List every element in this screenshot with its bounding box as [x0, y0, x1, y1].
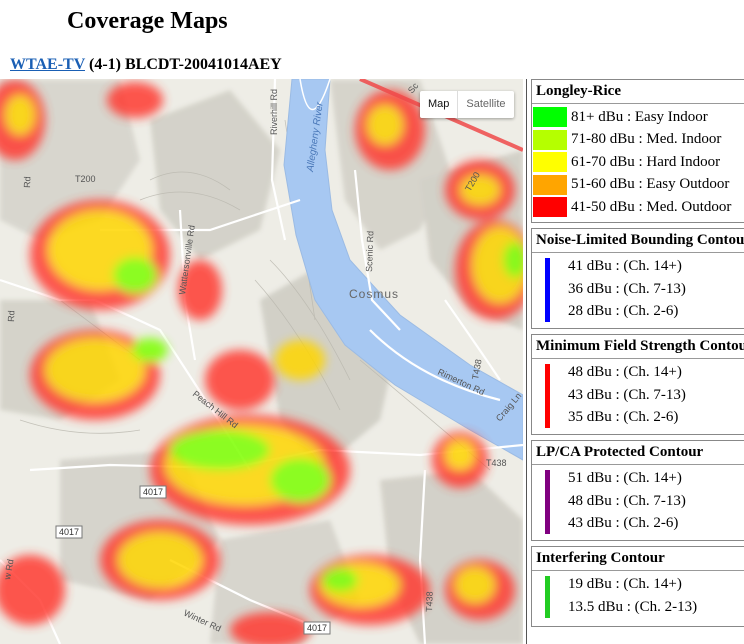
color-swatch: [533, 174, 567, 195]
interfering-title: Interfering Contour: [532, 547, 744, 571]
coverage-map[interactable]: Allegheny River Cosmus Riverhill Rd T200…: [0, 79, 523, 644]
map-button[interactable]: Map: [428, 98, 450, 110]
contour-row: 41 dBu : (Ch. 14+): [568, 258, 682, 275]
label-rd-2: Rd: [22, 176, 32, 188]
map-canvas: Allegheny River Cosmus Riverhill Rd T200…: [0, 79, 523, 644]
longley-rice-label: 51-60 dBu : Easy Outdoor: [571, 176, 730, 193]
longley-rice-row: 61-70 dBu : Hard Indoor: [532, 151, 744, 174]
longley-rice-title: Longley-Rice: [532, 80, 744, 104]
callsign-link[interactable]: WTAE-TV: [10, 56, 85, 73]
longley-rice-label: 71-80 dBu : Med. Indoor: [571, 131, 722, 148]
longley-rice-row: 51-60 dBu : Easy Outdoor: [532, 174, 744, 197]
label-rd-1: Rd: [6, 310, 16, 322]
record-id: BLCDT-20041014AEY: [124, 56, 282, 73]
page-title: Coverage Maps: [67, 8, 228, 34]
route-4017-a: 4017: [143, 487, 163, 497]
label-t200-a: T200: [75, 174, 96, 184]
lpca-legend: LP/CA Protected Contour 51 dBu : (Ch. 14…: [531, 439, 744, 541]
divider: [526, 79, 527, 644]
interfering-legend: Interfering Contour 19 dBu : (Ch. 14+) 13…: [531, 545, 744, 627]
noise-limited-title: Noise-Limited Bounding Contour: [532, 229, 744, 253]
min-field-legend: Minimum Field Strength Contour 48 dBu : …: [531, 333, 744, 435]
satellite-button[interactable]: Satellite: [457, 91, 513, 118]
min-field-title: Minimum Field Strength Contour: [532, 335, 744, 359]
longley-rice-row: 41-50 dBu : Med. Outdoor: [532, 196, 744, 219]
contour-color-bar: [545, 469, 550, 534]
contour-row: 48 dBu : (Ch. 14+): [568, 364, 682, 381]
longley-rice-label: 81+ dBu : Easy Indoor: [571, 108, 708, 125]
route-4017-b: 4017: [59, 527, 79, 537]
contour-row: 35 dBu : (Ch. 2-6): [568, 409, 679, 426]
contour-row: 43 dBu : (Ch. 7-13): [568, 386, 686, 403]
contour-row: 48 dBu : (Ch. 7-13): [568, 492, 686, 509]
station-header: WTAE-TV (4-1) BLCDT-20041014AEY: [10, 56, 282, 74]
legend-panel: Longley-Rice 81+ dBu : Easy Indoor 71-80 …: [531, 79, 744, 644]
label-w-rd: w Rd: [2, 558, 16, 581]
color-swatch: [533, 152, 567, 173]
route-4017-c: 4017: [307, 623, 327, 633]
contour-row: 43 dBu : (Ch. 2-6): [568, 515, 679, 532]
lpca-title: LP/CA Protected Contour: [532, 441, 744, 465]
map-type-control: Map Satellite: [420, 91, 514, 118]
contour-row: 51 dBu : (Ch. 14+): [568, 470, 682, 487]
contour-row: 19 dBu : (Ch. 14+): [568, 576, 682, 593]
label-riverhill-rd: Riverhill Rd: [269, 89, 279, 135]
contour-color-bar: [545, 257, 550, 322]
contour-color-bar: [545, 575, 550, 618]
longley-rice-row: 81+ dBu : Easy Indoor: [532, 106, 744, 129]
contour-row: 28 dBu : (Ch. 2-6): [568, 303, 679, 320]
channel-label: (4-1): [88, 56, 121, 73]
noise-limited-legend: Noise-Limited Bounding Contour 41 dBu : …: [531, 227, 744, 329]
contour-row: 36 dBu : (Ch. 7-13): [568, 280, 686, 297]
contour-row: 13.5 dBu : (Ch. 2-13): [568, 598, 698, 615]
longley-rice-label: 41-50 dBu : Med. Outdoor: [571, 198, 732, 215]
label-t438-c: T438: [424, 591, 435, 612]
color-swatch: [533, 197, 567, 218]
label-cosmus: Cosmus: [349, 287, 399, 301]
color-swatch: [533, 107, 567, 128]
contour-color-bar: [545, 363, 550, 428]
longley-rice-label: 61-70 dBu : Hard Indoor: [571, 153, 721, 170]
label-scenic-rd: Scenic Rd: [364, 231, 375, 272]
label-t438-b: T438: [486, 458, 507, 468]
longley-rice-row: 71-80 dBu : Med. Indoor: [532, 129, 744, 152]
coverage-overlay: [0, 80, 523, 644]
longley-rice-legend: Longley-Rice 81+ dBu : Easy Indoor 71-80 …: [531, 79, 744, 223]
allegheny-river: [283, 79, 523, 461]
label-t438-a: T438: [470, 358, 483, 380]
color-swatch: [533, 129, 567, 150]
